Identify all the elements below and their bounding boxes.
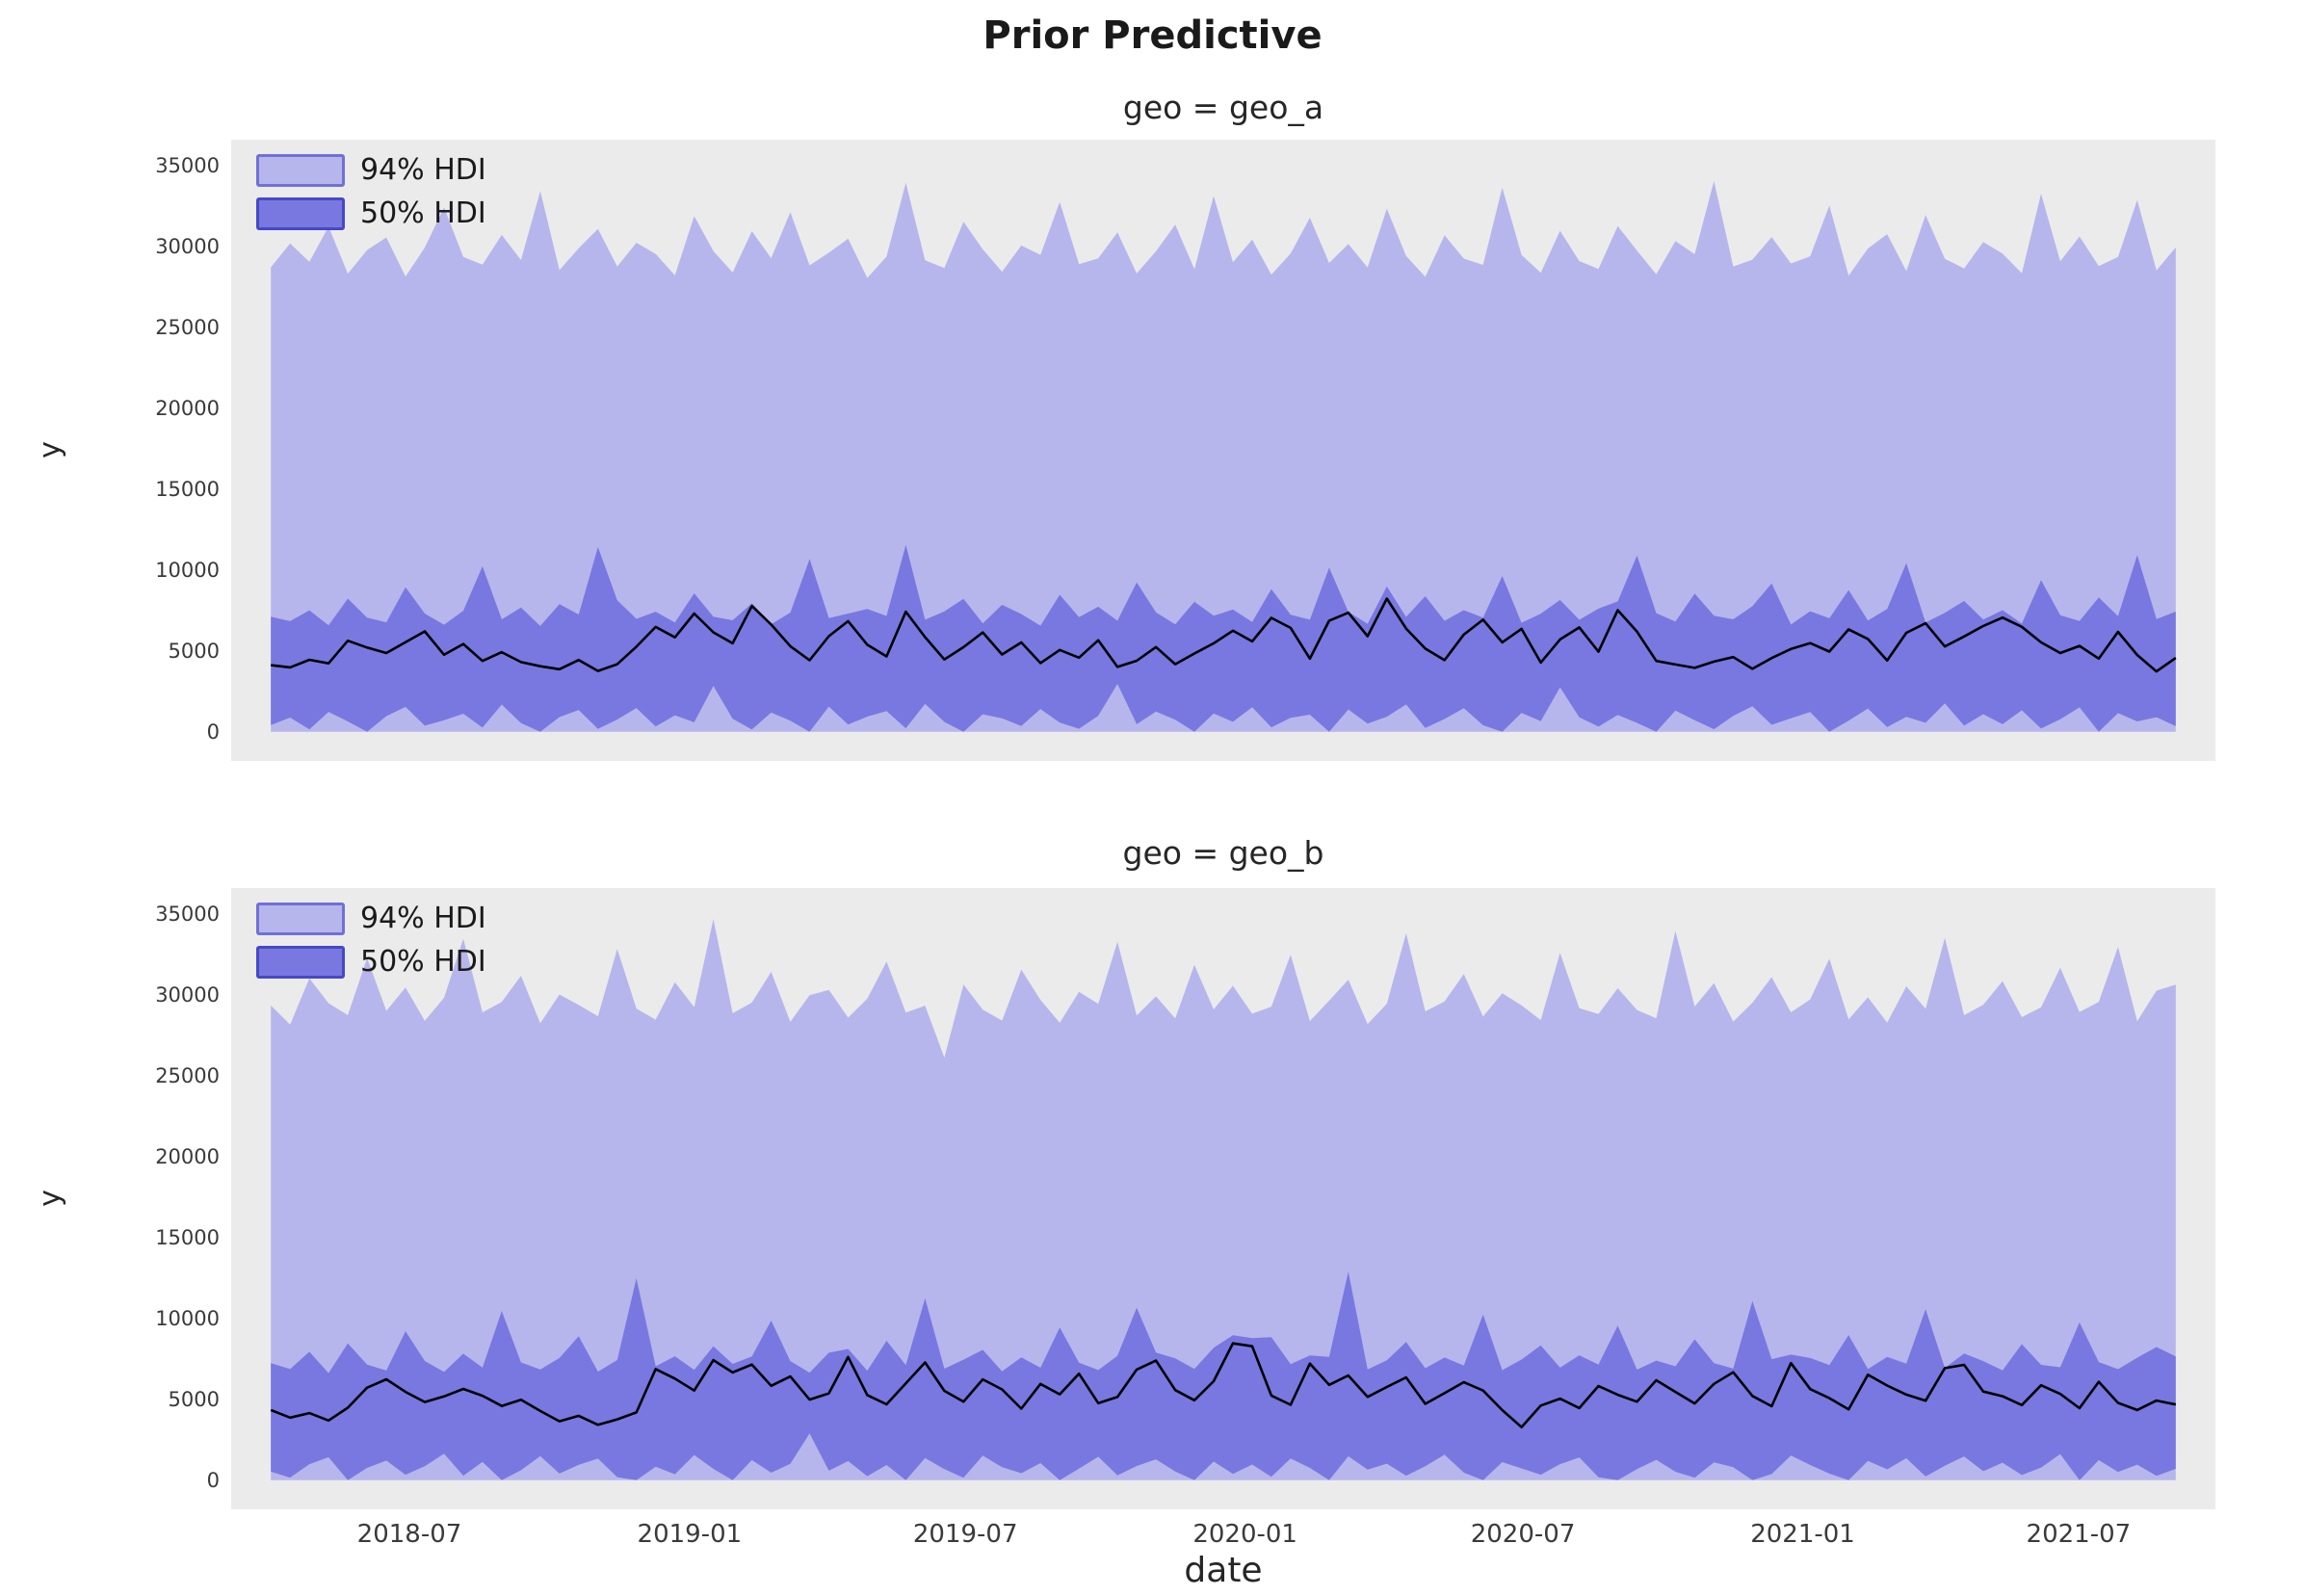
hdi50-swatch-icon bbox=[256, 945, 345, 979]
x-tick-label: 2021-01 bbox=[1750, 1520, 1855, 1549]
legend-label-50-hdi: 50% HDI bbox=[360, 945, 486, 979]
y-tick-label: 25000 bbox=[155, 1063, 220, 1087]
x-tick-label: 2021-07 bbox=[2026, 1520, 2132, 1549]
x-tick-label: 2020-07 bbox=[1470, 1520, 1576, 1549]
legend-item-94-hdi: 94% HDI bbox=[256, 902, 486, 935]
legend-geo-b: 94% HDI 50% HDI bbox=[256, 902, 486, 988]
y-axis-ticks-geo-b: 0 5000 10000 15000 20000 25000 30000 35000 bbox=[144, 888, 220, 1509]
y-tick-label: 25000 bbox=[155, 315, 220, 339]
legend-label-94-hdi: 94% HDI bbox=[360, 153, 486, 187]
x-axis-ticks: 2018-07 2019-01 2019-07 2020-01 2020-07 2021-… bbox=[0, 1520, 2305, 1551]
x-tick-label: 2020-01 bbox=[1192, 1520, 1297, 1549]
y-axis-label-geo-a: y bbox=[33, 441, 67, 458]
hdi50-swatch-icon bbox=[256, 196, 345, 230]
y-tick-label: 35000 bbox=[155, 902, 220, 926]
hdi50-band bbox=[271, 1271, 2176, 1480]
median-line bbox=[270, 1342, 2177, 1429]
y-axis-label-geo-b: y bbox=[33, 1190, 67, 1207]
y-tick-label: 0 bbox=[206, 1468, 220, 1492]
y-tick-label: 10000 bbox=[155, 1306, 220, 1330]
y-tick-label: 35000 bbox=[155, 153, 220, 177]
x-axis-label: date bbox=[1184, 1551, 1263, 1590]
y-tick-label: 10000 bbox=[155, 558, 220, 582]
y-tick-label: 30000 bbox=[155, 234, 220, 258]
legend-item-50-hdi: 50% HDI bbox=[256, 945, 486, 979]
median-line bbox=[271, 597, 2177, 673]
hdi94-band bbox=[271, 919, 2176, 1480]
y-tick-label: 15000 bbox=[155, 477, 220, 501]
legend-geo-a: 94% HDI 50% HDI bbox=[256, 153, 486, 240]
hdi94-swatch-icon bbox=[256, 902, 345, 935]
y-tick-label: 5000 bbox=[168, 1387, 220, 1411]
y-tick-label: 15000 bbox=[155, 1225, 220, 1249]
plot-area-geo-a: 94% HDI 50% HDI bbox=[231, 140, 2215, 761]
panel-title-geo-a: geo = geo_a bbox=[1122, 89, 1324, 126]
chart-canvas-geo-b bbox=[270, 919, 2177, 1480]
y-tick-label: 20000 bbox=[155, 1144, 220, 1168]
hdi94-swatch-icon bbox=[256, 153, 345, 187]
legend-item-94-hdi: 94% HDI bbox=[256, 153, 486, 187]
hdi94-band bbox=[271, 181, 2176, 732]
chart-canvas-geo-a bbox=[271, 181, 2177, 732]
x-tick-label: 2018-07 bbox=[356, 1520, 462, 1549]
x-tick-label: 2019-07 bbox=[912, 1520, 1018, 1549]
y-tick-label: 30000 bbox=[155, 982, 220, 1007]
y-axis-ticks-geo-a: 0 5000 10000 15000 20000 25000 30000 35000 bbox=[144, 140, 220, 761]
plot-area-geo-b: 94% HDI 50% HDI bbox=[231, 888, 2215, 1509]
y-tick-label: 5000 bbox=[168, 639, 220, 663]
legend-label-94-hdi: 94% HDI bbox=[360, 902, 486, 935]
panel-title-geo-b: geo = geo_b bbox=[1122, 834, 1324, 872]
y-tick-label: 0 bbox=[206, 720, 220, 744]
figure-title: Prior Predictive bbox=[982, 13, 1323, 58]
y-tick-label: 20000 bbox=[155, 396, 220, 420]
legend-label-50-hdi: 50% HDI bbox=[360, 196, 486, 230]
x-tick-label: 2019-01 bbox=[637, 1520, 743, 1549]
legend-item-50-hdi: 50% HDI bbox=[256, 196, 486, 230]
